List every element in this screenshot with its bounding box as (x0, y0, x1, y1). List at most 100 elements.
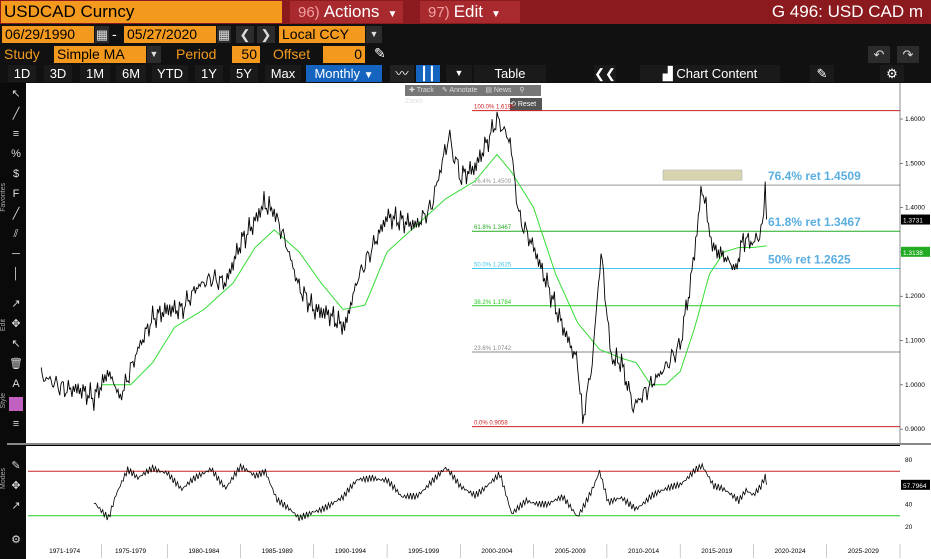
cursor-icon[interactable]: ↖ (11, 88, 21, 100)
chevron-down-icon[interactable]: ▼ (446, 65, 472, 82)
period-button-1d[interactable]: 1D (8, 65, 36, 82)
left-toolbar: ↖ ╱ ≡ % $ F ╱ ⫽ ─ │ ↗ ✥ ↖ 🗑 A ≡ ✎ ✥ ↗ ⚙ … (0, 83, 26, 559)
gear-icon[interactable]: ⚙ (880, 65, 904, 82)
pointer-icon[interactable]: ↗ (11, 500, 21, 512)
line-tool-icon[interactable]: ╱ (12, 108, 20, 120)
period-button-1y[interactable]: 1Y (195, 65, 223, 82)
edit-number: 97) (428, 4, 450, 21)
chevron-down-icon[interactable]: ▼ (147, 46, 161, 63)
track-button[interactable]: ✚ Track (409, 87, 434, 94)
period-input[interactable]: 50 (232, 46, 260, 63)
edit-chart-icon[interactable]: ✎ (810, 65, 834, 82)
x-tick-label: 2015-2019 (701, 548, 732, 555)
stroke-icon[interactable]: ≡ (12, 418, 20, 430)
line-chart-icon[interactable]: 〰 (390, 65, 414, 82)
move-icon[interactable]: ✥ (11, 480, 21, 492)
percent-tool-icon[interactable]: % (11, 148, 21, 160)
undo-icon[interactable]: ↶ (868, 46, 890, 63)
prev-arrow-icon[interactable]: ❮ (236, 26, 254, 43)
chevron-down-icon: ▼ (490, 9, 501, 20)
period-button-3d[interactable]: 3D (44, 65, 72, 82)
rsi-line (93, 462, 767, 522)
period-button-5y[interactable]: 5Y (230, 65, 258, 82)
vline-icon[interactable]: │ (12, 268, 20, 280)
rsi-last-label: 57.7964 (903, 483, 927, 490)
chart-content-icon: ▟ (662, 66, 673, 81)
calendar-icon[interactable]: ▦ (217, 26, 231, 43)
price-line (40, 111, 768, 424)
period-button-ytd[interactable]: YTD (152, 65, 188, 82)
hline-icon[interactable]: ─ (12, 248, 20, 260)
fib-label: 38.2% 1.1784 (474, 300, 512, 306)
calendar-icon[interactable]: ▦ (95, 26, 109, 43)
ma-badge (901, 246, 930, 257)
dollar-tool-icon[interactable]: $ (12, 168, 20, 180)
x-tick-label: 2025-2029 (848, 548, 879, 555)
study-select[interactable]: Simple MA (54, 46, 146, 63)
retracement-annotation: 76.4% ret 1.4509 (768, 169, 861, 183)
x-tick-label: 2005-2009 (555, 548, 586, 555)
reset-button[interactable]: ⟲ Reset (510, 98, 542, 111)
ticker-field[interactable]: USDCAD Curncy (1, 1, 282, 23)
color-swatch-icon[interactable] (9, 397, 23, 411)
edit-menu[interactable]: 97) Edit ▼ (420, 1, 520, 23)
offset-label: Offset (273, 46, 311, 62)
pencil-icon[interactable]: ✎ (11, 460, 21, 472)
x-axis-panel (0, 543, 931, 559)
gear-icon[interactable]: ⚙ (11, 534, 21, 546)
y-tick-label: 1.4000 (905, 205, 925, 212)
last-price-label: 1.3731 (903, 218, 923, 225)
pencil-icon[interactable]: ✎ (374, 45, 386, 61)
date-range-row (0, 24, 931, 44)
annotate-button[interactable]: ✎ Annotate (441, 87, 478, 94)
offset-input[interactable]: 0 (323, 46, 365, 63)
period-button-1m[interactable]: 1M (80, 65, 110, 82)
period-button-max[interactable]: Max (265, 65, 301, 82)
zoom-label: Zoom (405, 98, 423, 105)
rsi-tick-label: 40 (905, 502, 913, 509)
trash-icon[interactable]: 🗑 (9, 358, 23, 370)
news-label: News (493, 87, 512, 94)
frequency-label: Monthly (314, 66, 360, 81)
y-tick-label: 1.5000 (905, 160, 925, 167)
last-price-badge (901, 214, 930, 225)
channel-icon[interactable]: ⫽ (13, 228, 19, 240)
chart-content-button[interactable]: ▟ Chart Content (640, 65, 780, 82)
x-tick-label: 1971-1974 (49, 548, 80, 555)
news-button[interactable]: ▤ News (485, 87, 512, 94)
fib-ret-icon[interactable]: F (12, 188, 20, 200)
y-tick-label: 1.6000 (905, 116, 925, 123)
chevron-down-icon[interactable]: ▼ (366, 26, 382, 43)
arrow-tool-icon[interactable]: ↗ (11, 298, 21, 310)
pointer-icon[interactable]: ↖ (11, 338, 21, 350)
rsi-tick-label: 20 (905, 524, 913, 531)
actions-label: Actions (323, 2, 380, 21)
end-date-input[interactable]: 05/27/2020 (124, 26, 216, 43)
next-arrow-icon[interactable]: ❯ (257, 26, 275, 43)
trend-icon[interactable]: ╱ (12, 208, 20, 220)
rsi-tick-label: 80 (905, 457, 913, 464)
x-tick-label: 1975-1979 (115, 548, 146, 555)
actions-menu[interactable]: 96) Actions ▼ (290, 1, 403, 23)
frequency-select[interactable]: Monthly ▼ (306, 65, 382, 82)
fib-tool-icon[interactable]: ≡ (12, 128, 20, 140)
price-panel[interactable] (7, 83, 900, 443)
start-date-input[interactable]: 06/29/1990 (2, 26, 94, 43)
chevron-down-icon: ▼ (387, 9, 398, 20)
fib-label: 0.0% 0.9058 (474, 421, 508, 427)
reset-icon: ⟲ (510, 101, 516, 108)
redo-icon[interactable]: ↷ (897, 46, 919, 63)
edit-label: Edit (453, 2, 483, 21)
reset-label: Reset (517, 101, 537, 108)
bar-chart-icon[interactable]: ┃┃ (416, 65, 440, 82)
zoom-button[interactable]: ⚲ Zoom (405, 87, 525, 105)
table-button[interactable]: Table (474, 65, 546, 82)
period-button-6m[interactable]: 6M (116, 65, 146, 82)
study-label: Study (4, 46, 40, 62)
y-tick-label: 1.1000 (905, 338, 925, 345)
move-icon[interactable]: ✥ (11, 318, 21, 330)
text-tool-icon[interactable]: A (12, 378, 20, 390)
currency-select[interactable]: Local CCY (279, 26, 365, 43)
collapse-icon[interactable]: ❮❮ (594, 65, 616, 82)
fib-label: 50.0% 1.2625 (474, 263, 512, 269)
